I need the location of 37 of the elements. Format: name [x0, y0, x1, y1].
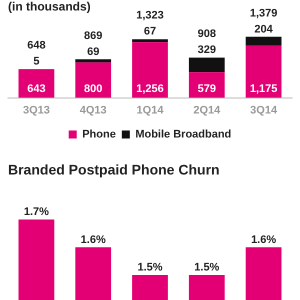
data-label: 5	[33, 56, 40, 68]
bar	[18, 69, 54, 98]
bar	[132, 42, 168, 98]
bar	[246, 36, 282, 46]
data-label: 800	[84, 82, 102, 95]
data-label: 643	[27, 82, 46, 95]
data-label: 1,175	[250, 82, 278, 95]
x-tick-label: 3Q13	[22, 104, 50, 116]
x-tick-label: 3Q14	[250, 104, 278, 116]
x-tick-label: 2Q14	[193, 104, 222, 116]
legend-label: Mobile Broadband	[135, 128, 232, 141]
data-label: 1.7%	[24, 206, 50, 218]
data-label: 1.5%	[137, 262, 163, 274]
data-label: 1.6%	[251, 234, 276, 246]
bar	[132, 39, 168, 42]
total-label: 908	[198, 28, 216, 40]
bar	[75, 62, 112, 98]
x-tick-label: 1Q14	[136, 104, 164, 116]
data-label: 329	[198, 44, 216, 56]
data-label: 1.6%	[80, 234, 106, 246]
data-label: 579	[198, 82, 216, 95]
data-label: 1,256	[136, 82, 164, 95]
bar	[188, 58, 225, 72]
bar	[246, 46, 282, 98]
legend-label: Phone	[82, 128, 116, 141]
data-label: 67	[144, 26, 156, 38]
chart-title: (in thousands)	[8, 0, 91, 14]
bar	[75, 59, 112, 62]
chart-title: Branded Postpaid Phone Churn	[8, 161, 220, 178]
total-label: 648	[27, 40, 46, 52]
total-label: 1,323	[136, 10, 164, 22]
x-tick-label: 4Q13	[80, 104, 107, 116]
total-label: 1,379	[250, 7, 278, 20]
data-label: 1.5%	[194, 262, 220, 274]
total-label: 869	[84, 30, 102, 42]
data-label: 69	[87, 46, 100, 58]
data-label: 204	[254, 23, 274, 36]
